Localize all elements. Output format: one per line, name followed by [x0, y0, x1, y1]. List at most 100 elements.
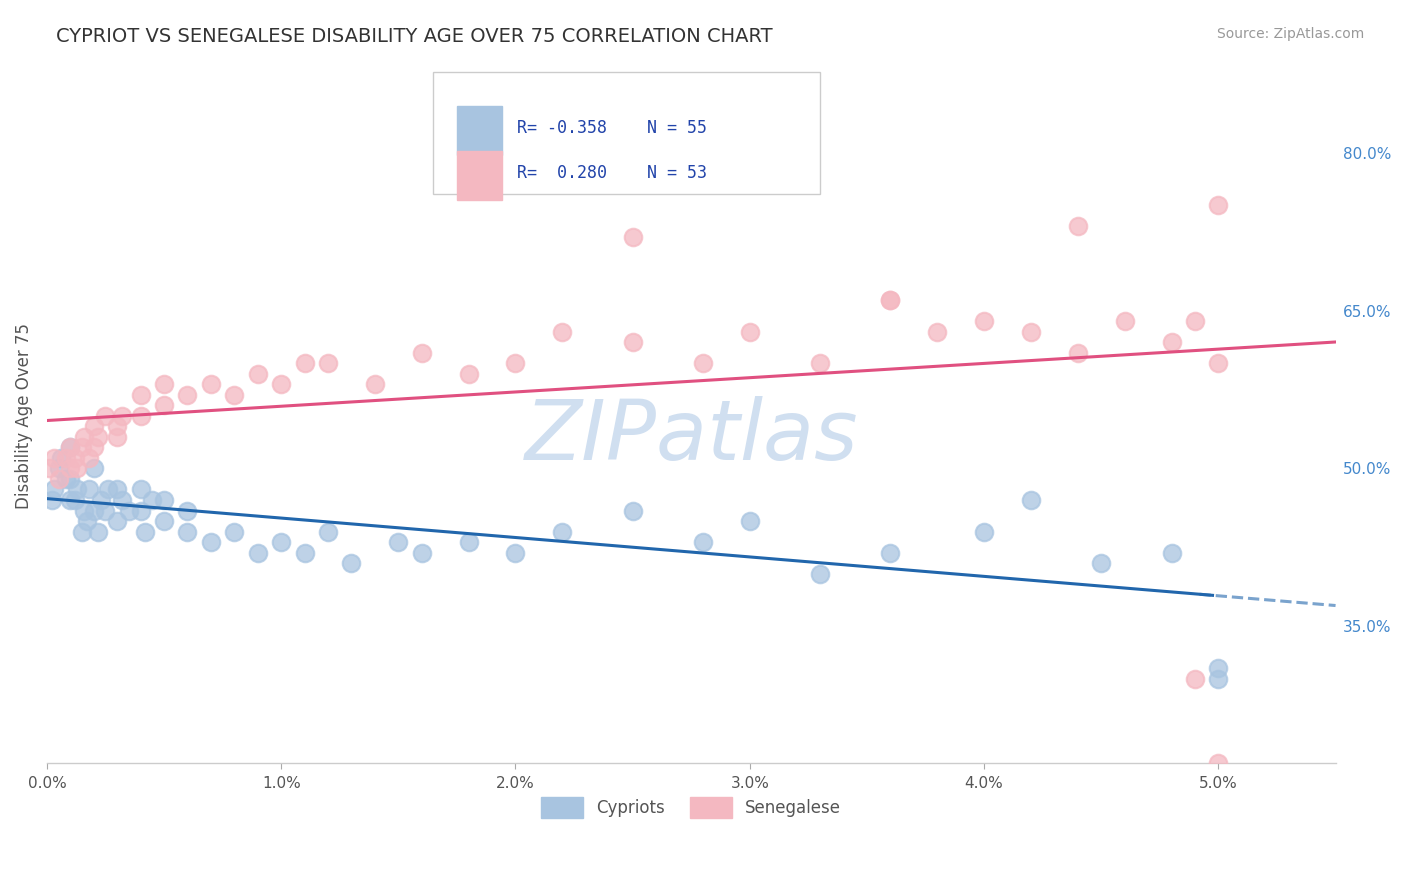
- Point: [879, 546, 901, 560]
- Point: [738, 514, 761, 528]
- Point: [77, 450, 100, 465]
- Point: [94, 409, 117, 423]
- Point: [38, 461, 60, 475]
- FancyBboxPatch shape: [457, 151, 502, 200]
- Point: [1114, 314, 1136, 328]
- Point: [246, 546, 269, 560]
- Point: [83, 503, 105, 517]
- Point: [105, 514, 128, 528]
- Point: [692, 356, 714, 370]
- Point: [59, 472, 82, 486]
- Point: [176, 388, 198, 402]
- Point: [200, 535, 222, 549]
- Point: [879, 293, 901, 307]
- Point: [77, 483, 100, 497]
- Point: [118, 503, 141, 517]
- FancyBboxPatch shape: [457, 106, 502, 154]
- Point: [1160, 546, 1182, 560]
- Point: [66, 461, 89, 475]
- Text: CYPRIOT VS SENEGALESE DISABILITY AGE OVER 75 CORRELATION CHART: CYPRIOT VS SENEGALESE DISABILITY AGE OVE…: [56, 27, 773, 45]
- Point: [1208, 756, 1230, 771]
- Point: [294, 356, 316, 370]
- Text: ZIPatlas: ZIPatlas: [524, 396, 858, 477]
- Point: [224, 524, 246, 539]
- Point: [505, 546, 527, 560]
- Point: [200, 377, 222, 392]
- Point: [97, 483, 120, 497]
- Point: [551, 325, 574, 339]
- Point: [63, 493, 86, 508]
- Point: [153, 493, 176, 508]
- Point: [129, 409, 152, 423]
- Point: [879, 293, 901, 307]
- Text: Source: ZipAtlas.com: Source: ZipAtlas.com: [1216, 27, 1364, 41]
- Point: [176, 503, 198, 517]
- Point: [1184, 314, 1206, 328]
- Point: [457, 367, 479, 381]
- Point: [973, 314, 995, 328]
- Point: [70, 441, 93, 455]
- Point: [94, 503, 117, 517]
- Point: [83, 441, 105, 455]
- Point: [59, 493, 82, 508]
- Point: [63, 450, 86, 465]
- Point: [808, 566, 831, 581]
- Point: [364, 377, 387, 392]
- Point: [70, 524, 93, 539]
- Point: [153, 514, 176, 528]
- Point: [83, 419, 105, 434]
- Point: [129, 483, 152, 497]
- Point: [87, 524, 110, 539]
- Point: [59, 441, 82, 455]
- Point: [90, 493, 112, 508]
- Point: [59, 461, 82, 475]
- Point: [1067, 345, 1090, 359]
- Point: [1208, 198, 1230, 212]
- Point: [1208, 356, 1230, 370]
- Point: [411, 345, 433, 359]
- Point: [692, 535, 714, 549]
- Point: [808, 356, 831, 370]
- Point: [621, 335, 644, 350]
- Point: [1019, 325, 1042, 339]
- Point: [621, 230, 644, 244]
- Point: [153, 398, 176, 412]
- Point: [738, 325, 761, 339]
- Text: R=  0.280    N = 53: R= 0.280 N = 53: [517, 164, 707, 182]
- Legend: Cypriots, Senegalese: Cypriots, Senegalese: [534, 790, 848, 824]
- Point: [83, 461, 105, 475]
- Point: [134, 524, 156, 539]
- Point: [316, 524, 339, 539]
- Point: [621, 503, 644, 517]
- Point: [76, 514, 98, 528]
- Text: R= -0.358    N = 55: R= -0.358 N = 55: [517, 119, 707, 136]
- Point: [1208, 661, 1230, 675]
- Y-axis label: Disability Age Over 75: Disability Age Over 75: [15, 323, 32, 508]
- Point: [42, 450, 65, 465]
- Point: [41, 493, 63, 508]
- Point: [48, 461, 70, 475]
- Point: [105, 419, 128, 434]
- Point: [927, 325, 949, 339]
- Point: [111, 493, 134, 508]
- Point: [73, 430, 96, 444]
- Point: [387, 535, 409, 549]
- Point: [1208, 672, 1230, 686]
- Point: [48, 472, 70, 486]
- Point: [316, 356, 339, 370]
- Point: [42, 483, 65, 497]
- Point: [1184, 672, 1206, 686]
- Point: [1160, 335, 1182, 350]
- Point: [224, 388, 246, 402]
- Point: [111, 409, 134, 423]
- Point: [55, 450, 77, 465]
- Point: [129, 388, 152, 402]
- Point: [73, 503, 96, 517]
- Point: [153, 377, 176, 392]
- Point: [1067, 219, 1090, 234]
- Point: [505, 356, 527, 370]
- Point: [270, 377, 292, 392]
- Point: [59, 441, 82, 455]
- Point: [66, 483, 89, 497]
- Point: [340, 556, 363, 570]
